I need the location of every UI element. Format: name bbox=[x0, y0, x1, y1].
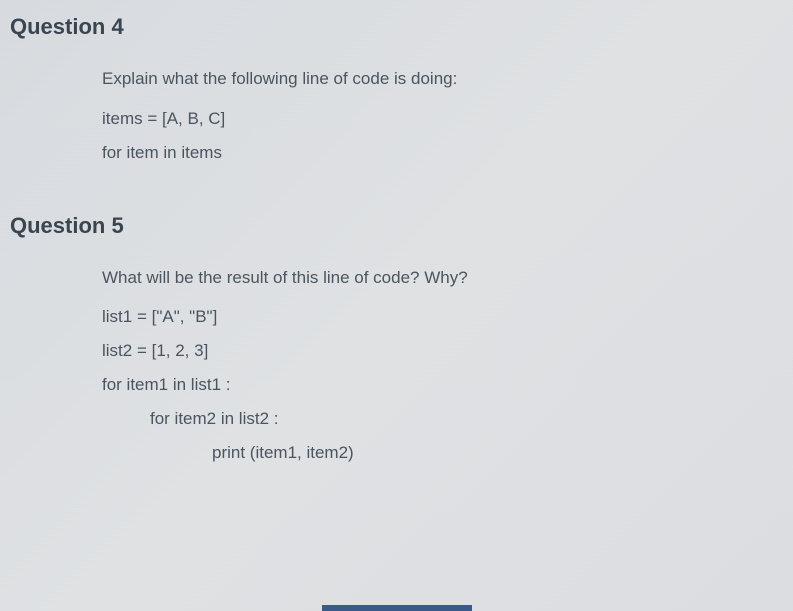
code-line-inner: print (item1, item2) bbox=[102, 443, 773, 463]
code-line: list2 = [1, 2, 3] bbox=[102, 341, 773, 361]
code-line: items = [A, B, C] bbox=[102, 109, 773, 129]
question-4-prompt: Explain what the following line of code … bbox=[102, 64, 773, 95]
code-line: for item1 in list1 : bbox=[102, 375, 773, 395]
code-line: list1 = ["A", "B"] bbox=[102, 307, 773, 327]
question-5-prompt: What will be the result of this line of … bbox=[102, 263, 773, 294]
accent-bar bbox=[322, 605, 472, 611]
question-4-content: Explain what the following line of code … bbox=[10, 64, 773, 163]
question-4-heading: Question 4 bbox=[10, 14, 773, 40]
question-5-content: What will be the result of this line of … bbox=[10, 263, 773, 464]
question-5-heading: Question 5 bbox=[10, 213, 773, 239]
code-line-nested: for item2 in list2 : bbox=[102, 409, 773, 429]
document-page: Question 4 Explain what the following li… bbox=[0, 0, 793, 497]
code-line: for item in items bbox=[102, 143, 773, 163]
